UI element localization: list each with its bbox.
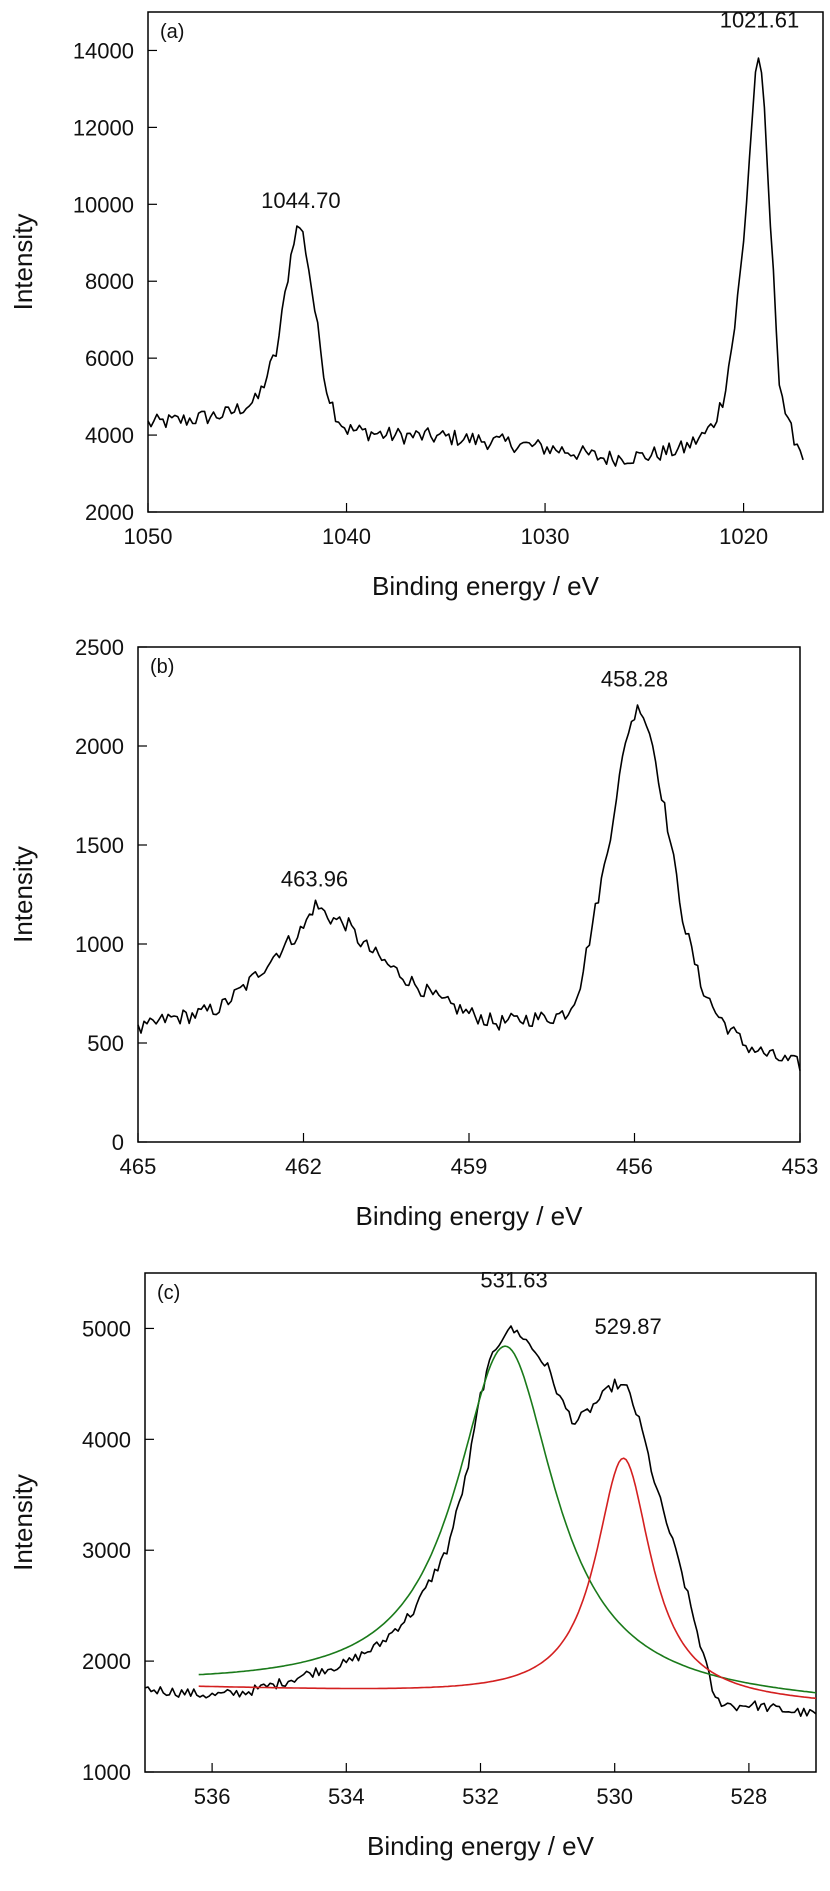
y-tick-label-a-0: 2000 <box>85 500 134 525</box>
y-tick-label-c-4: 5000 <box>82 1316 131 1341</box>
peak-label-b-0: 463.96 <box>281 867 348 892</box>
series-b <box>137 704 801 1071</box>
y-tick-label-c-0: 1000 <box>82 1760 131 1785</box>
series-line-a-0 <box>147 57 804 467</box>
x-tick-label-a-3: 1020 <box>719 524 768 549</box>
y-tick-label-b-4: 2000 <box>75 734 124 759</box>
plot-frame-b <box>137 646 801 1143</box>
x-tick-label-a-2: 1030 <box>521 524 570 549</box>
y-tick-label-a-4: 10000 <box>73 192 134 217</box>
y-tick-label-a-5: 12000 <box>73 115 134 140</box>
peak-label-c-0: 531.63 <box>480 1267 547 1292</box>
x-tick-label-a-1: 1040 <box>322 524 371 549</box>
y-axis-title-b: Intensity <box>8 846 38 943</box>
x-axis-title-a: Binding energy / eV <box>372 571 600 601</box>
x-axis-title-c: Binding energy / eV <box>367 1831 595 1861</box>
x-axis-title-b: Binding energy / eV <box>356 1201 584 1231</box>
ticks-c: 536 534 532 530 528 1000 2000 3000 4000 5000 <box>82 1316 767 1809</box>
x-tick-label-b-1: 462 <box>285 1154 322 1179</box>
y-tick-label-b-0: 0 <box>112 1130 124 1155</box>
y-axis-title-a: Intensity <box>8 214 38 311</box>
y-tick-label-b-5: 2500 <box>75 635 124 660</box>
panel-label-b: (b) <box>150 656 174 678</box>
series-c <box>144 1325 817 1717</box>
y-tick-label-a-1: 4000 <box>85 423 134 448</box>
panel-label-a: (a) <box>160 21 184 43</box>
x-tick-label-c-3: 530 <box>596 1784 633 1809</box>
chart-panel-c: (c) Binding energy / eV Intensity 536 534… <box>8 1267 817 1861</box>
annotations-b: 463.96 458.28 <box>281 667 668 892</box>
series-line-c-0 <box>144 1325 817 1717</box>
y-tick-label-a-2: 6000 <box>85 346 134 371</box>
peak-label-c-1: 529.87 <box>594 1314 661 1339</box>
ticks-a: 1050 1040 1030 1020 2000 4000 6000 8000 10000 120… <box>73 38 768 549</box>
x-tick-label-a-0: 1050 <box>124 524 173 549</box>
y-tick-label-c-1: 2000 <box>82 1649 131 1674</box>
y-tick-label-a-3: 8000 <box>85 269 134 294</box>
x-tick-label-c-2: 532 <box>462 1784 499 1809</box>
x-tick-label-c-1: 534 <box>328 1784 365 1809</box>
chart-panel-b: (b) Binding energy / eV Intensity 465 462… <box>8 635 818 1231</box>
plot-frame-a <box>147 11 824 513</box>
x-tick-label-b-3: 456 <box>616 1154 653 1179</box>
x-tick-label-b-2: 459 <box>451 1154 488 1179</box>
x-tick-label-c-4: 528 <box>731 1784 768 1809</box>
ticks-b: 465 462 459 456 453 0 500 1000 1500 2000 2500 <box>75 635 818 1179</box>
series-line-c-1 <box>198 1345 817 1694</box>
series-line-b-0 <box>137 704 801 1071</box>
x-tick-label-b-4: 453 <box>782 1154 819 1179</box>
y-axis-title-c: Intensity <box>8 1474 38 1571</box>
x-tick-label-c-0: 536 <box>194 1784 231 1809</box>
chart-panel-a: (a) Binding energy / eV Intensity 1050 10… <box>8 7 824 601</box>
annotations-c: 531.63 529.87 <box>480 1267 661 1339</box>
y-tick-label-c-2: 3000 <box>82 1538 131 1563</box>
y-tick-label-b-2: 1000 <box>75 932 124 957</box>
peak-label-a-0: 1044.70 <box>261 188 341 213</box>
series-line-c-2 <box>198 1457 817 1700</box>
panel-label-c: (c) <box>157 1282 180 1304</box>
peak-label-a-1: 1021.61 <box>720 7 800 32</box>
peak-label-b-1: 458.28 <box>601 667 668 692</box>
y-tick-label-c-3: 4000 <box>82 1427 131 1452</box>
annotations-a: 1044.70 1021.61 <box>261 7 799 213</box>
x-tick-label-b-0: 465 <box>120 1154 157 1179</box>
series-a <box>147 57 804 467</box>
y-tick-label-b-3: 1500 <box>75 833 124 858</box>
y-tick-label-a-6: 14000 <box>73 38 134 63</box>
y-tick-label-b-1: 500 <box>87 1031 124 1056</box>
